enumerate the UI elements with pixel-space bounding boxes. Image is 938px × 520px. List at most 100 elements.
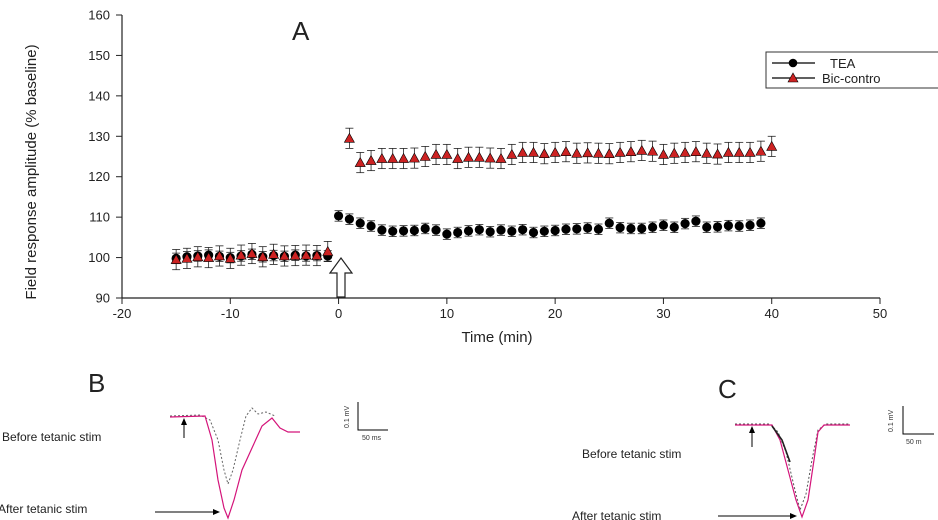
tea-point [453, 227, 463, 238]
bic-control-point [463, 151, 475, 162]
tea-point [561, 224, 571, 234]
tea-point [518, 225, 528, 235]
bic-control-point [235, 249, 247, 260]
stimulus-arrow-icon [328, 256, 354, 298]
scale-label-mv-c: 0.1 mV [888, 409, 895, 432]
bic-control-point [213, 250, 225, 261]
bic-control-point [744, 146, 756, 157]
bic-control-point [603, 148, 615, 158]
panel-label-b: B [88, 368, 105, 398]
panel-c-traces: Before tetanic stim After tetanic stim 0… [572, 406, 934, 520]
tea-point [431, 225, 441, 235]
bic-control-point [311, 249, 323, 260]
bic-control-point [668, 147, 680, 158]
bic-control-point [657, 148, 669, 159]
bic-control-point [701, 147, 713, 158]
scale-bar-b [357, 402, 388, 431]
tea-point [648, 222, 658, 232]
bic-control-point [473, 151, 485, 162]
panel-b-traces: Before tetanic stim After tetanic stim 0… [0, 402, 388, 520]
data-points [170, 132, 778, 264]
bic-control-point [322, 245, 334, 256]
bic-control-point [592, 147, 604, 158]
bic-control-point [387, 152, 399, 163]
annotation-after-b: After tetanic stim [0, 502, 87, 516]
tea-point [702, 222, 712, 232]
bic-control-point [278, 250, 290, 261]
bic-control-point [560, 146, 572, 156]
y-tick-label: 130 [88, 129, 110, 144]
tea-point [756, 218, 766, 228]
scale-label-ms-b: 50 ms [362, 435, 382, 442]
bic-control-point [766, 140, 778, 151]
tea-point [377, 225, 387, 235]
panel-label-c: C [718, 374, 737, 404]
y-tick-label: 160 [88, 8, 110, 23]
tea-point [539, 226, 549, 236]
legend-label-bic: Bic-contro [822, 71, 881, 86]
x-tick-label: 0 [335, 306, 342, 321]
y-tick-label: 90 [96, 291, 110, 306]
trace-after-c [735, 424, 850, 519]
tea-point [712, 222, 723, 232]
trace-overlap-c [771, 425, 791, 463]
chart-axes: 90 100 110 120 130 140 150 160 -20 -10 0 10 20 30 40 50 [88, 8, 887, 322]
x-tick-label: 40 [764, 306, 778, 321]
legend-label-tea: TEA [830, 56, 856, 71]
bic-control-point [452, 152, 464, 163]
before-arrowhead-b-icon [181, 418, 187, 425]
bic-control-point [722, 146, 734, 157]
tea-point [680, 219, 690, 229]
bic-control-point [203, 251, 215, 262]
tea-point [572, 224, 582, 234]
y-tick-label: 110 [89, 210, 110, 225]
bic-control-point [506, 148, 518, 159]
bic-control-point [495, 152, 507, 163]
tea-point [745, 220, 755, 230]
tea-point [398, 226, 409, 236]
tea-point [344, 214, 354, 224]
legend: TEA Bic-contro [765, 51, 938, 89]
tea-point [626, 223, 636, 234]
tea-point [593, 224, 604, 234]
bic-control-point [527, 146, 539, 157]
bic-control-point [224, 252, 236, 263]
bic-control-point [582, 147, 594, 158]
bic-control-point [246, 247, 258, 258]
bic-control-point [733, 146, 745, 157]
scale-bar-c [902, 406, 934, 435]
tea-point [355, 218, 365, 228]
bic-control-point [289, 249, 301, 260]
bic-control-point [679, 146, 691, 157]
tea-point [496, 225, 506, 235]
bic-control-point [517, 146, 529, 157]
bic-control-point [419, 150, 431, 161]
scale-label-ms-c: 50 m [906, 439, 922, 446]
bic-control-point [257, 251, 269, 262]
bic-control-point [549, 146, 561, 157]
tea-point [463, 226, 474, 236]
bic-control-point [625, 146, 637, 156]
bic-control-point [430, 148, 442, 159]
scale-label-mv-b: 0.1 mV [344, 405, 351, 428]
bic-control-point [376, 152, 388, 163]
bic-control-point [170, 253, 182, 264]
tea-point [637, 223, 647, 234]
bic-control-point [365, 154, 377, 165]
tea-point [604, 218, 614, 228]
x-tick-label: -20 [113, 306, 132, 321]
bic-control-point [408, 152, 420, 163]
tea-point [528, 227, 539, 238]
trace-before-b [169, 407, 276, 486]
tea-point [723, 221, 734, 231]
bic-control-point [441, 148, 453, 159]
tea-point [583, 223, 593, 233]
x-tick-label: 10 [440, 306, 454, 321]
bic-control-point [755, 145, 767, 156]
tea-point [691, 216, 701, 226]
bic-control-point [614, 146, 626, 157]
bic-control-point [268, 248, 280, 259]
bic-control-point [712, 148, 724, 159]
legend-marker-tea [788, 58, 798, 68]
bic-control-point [636, 144, 648, 155]
